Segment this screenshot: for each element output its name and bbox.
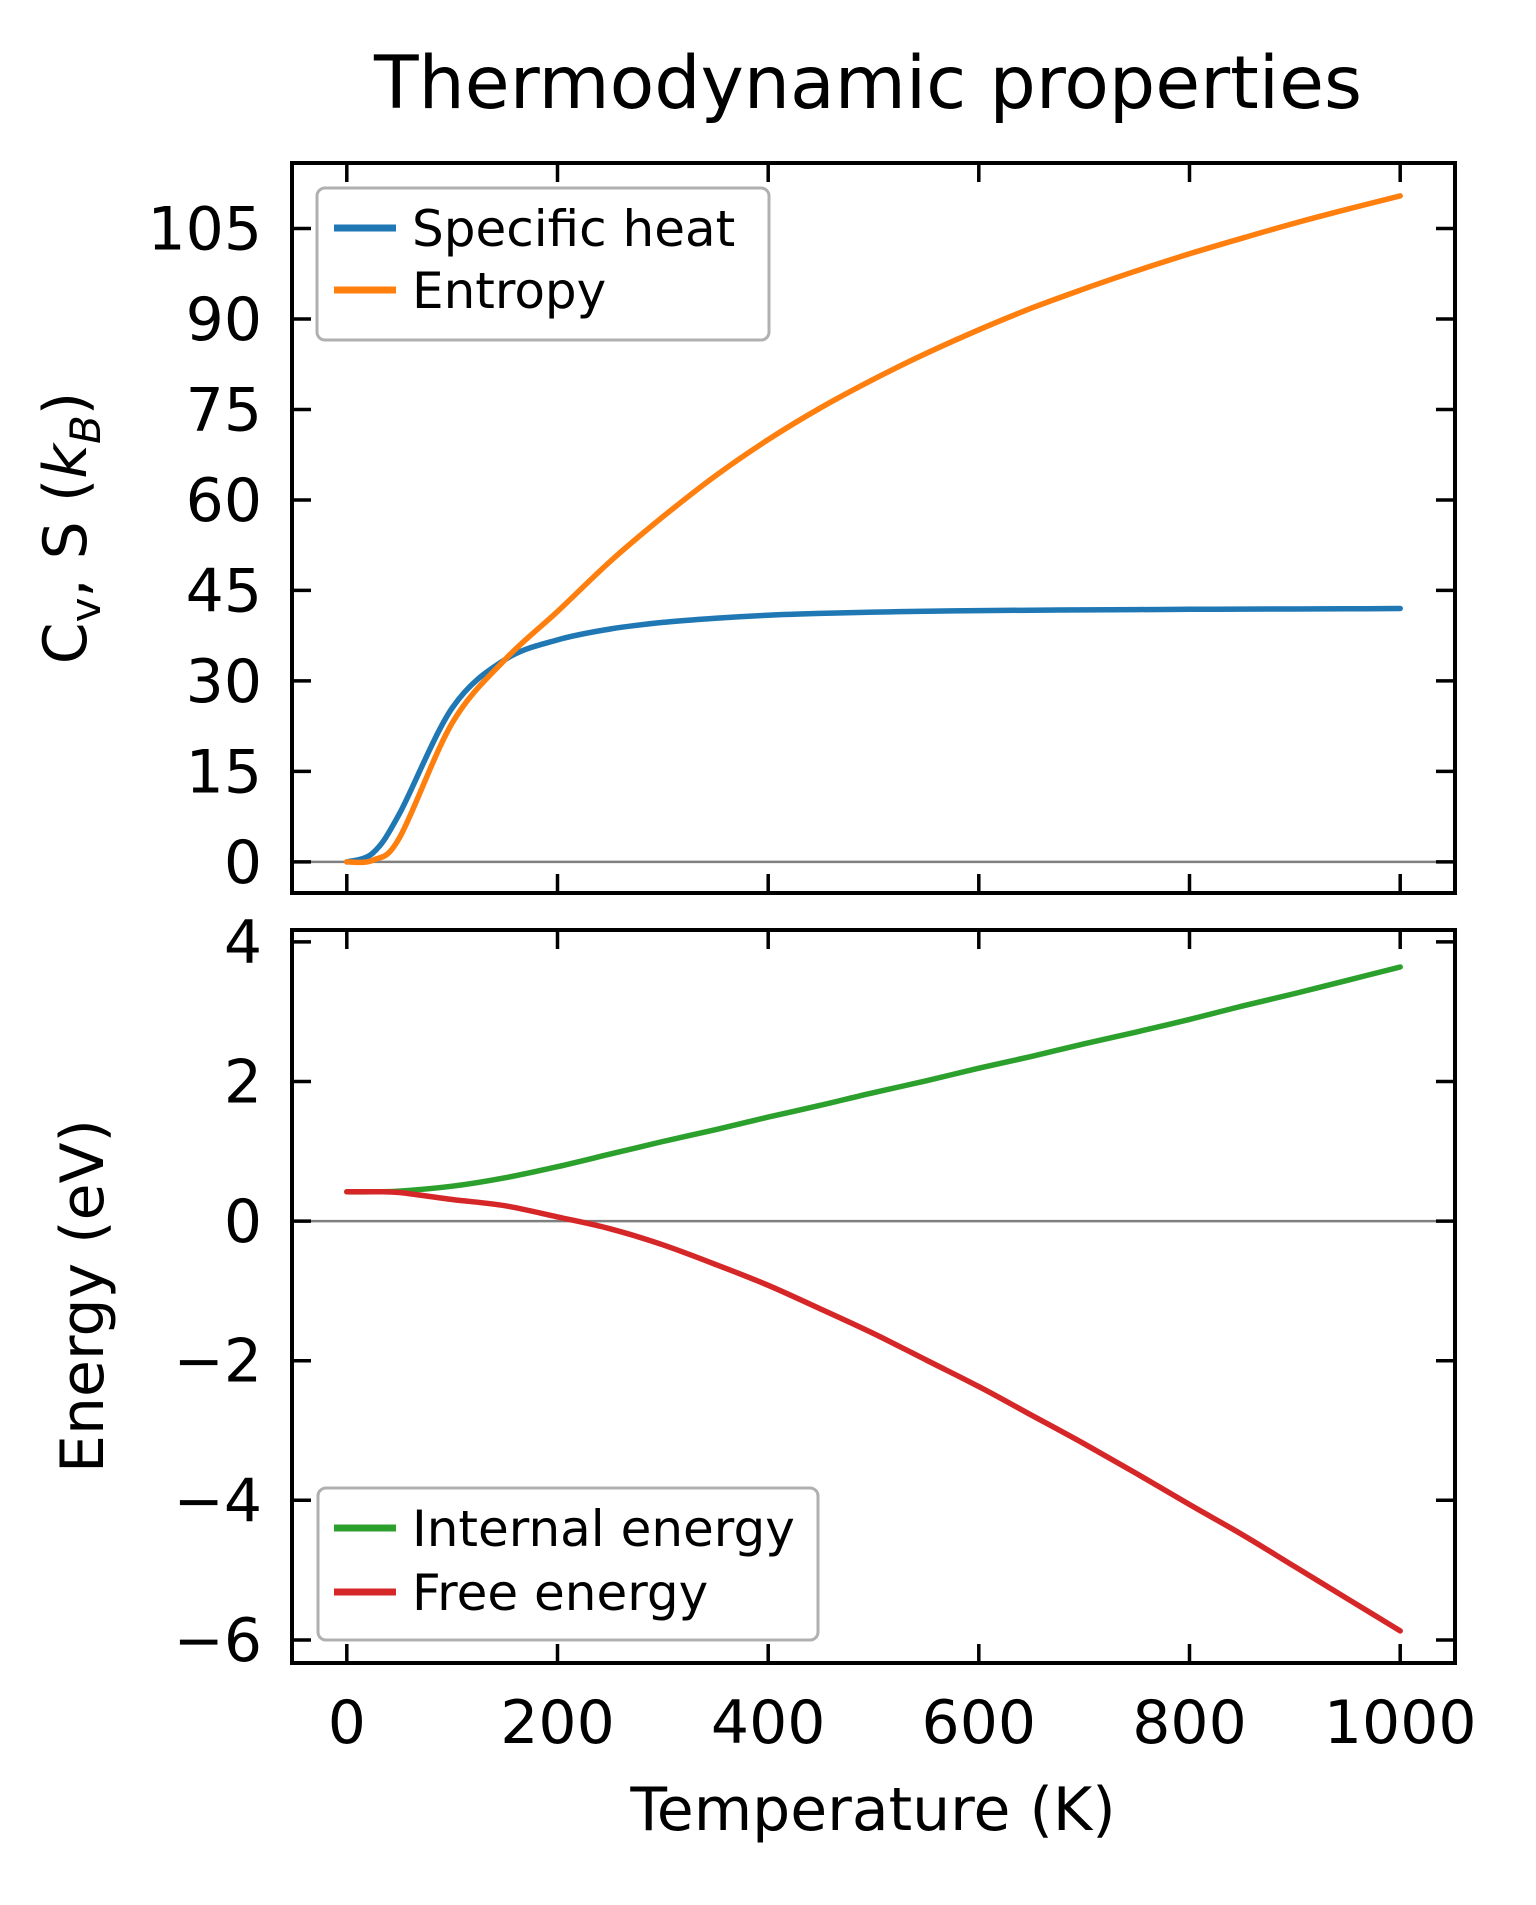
x-tick-label: 0 bbox=[328, 1688, 366, 1758]
entropy-curve bbox=[344, 193, 1403, 866]
y-tick-label: 2 bbox=[224, 1048, 262, 1118]
x-tick-label: 600 bbox=[922, 1688, 1037, 1758]
x-axis-label: Temperature (K) bbox=[629, 1775, 1115, 1845]
figure-title: Thermodynamic properties bbox=[373, 41, 1362, 126]
axes-frame bbox=[290, 161, 1457, 895]
x-tick-label: 1000 bbox=[1324, 1688, 1477, 1758]
axes-frame bbox=[290, 928, 1457, 1665]
legend-bottom: Internal energy Free energy bbox=[316, 1486, 820, 1642]
legend-top-box bbox=[315, 186, 771, 342]
bottom-y-axis-label: Energy (eV) bbox=[48, 1119, 118, 1473]
specific-heat-curve bbox=[344, 605, 1403, 865]
y-tick-label: 4 bbox=[224, 908, 262, 978]
legend-bottom-box bbox=[316, 1486, 820, 1642]
y-tick-label: 60 bbox=[186, 466, 262, 536]
bottom-axes: 0 200 400 600 800 1000 −6 −4 −2 0 2 4 bbox=[174, 908, 1477, 1758]
x-tick-label: 400 bbox=[711, 1688, 826, 1758]
specific-heat-legend-label: Specific heat bbox=[412, 200, 735, 258]
y-tick-label: 30 bbox=[186, 647, 262, 717]
x-tick-label: 800 bbox=[1132, 1688, 1247, 1758]
entropy-legend-label: Entropy bbox=[412, 262, 606, 320]
y-tick-label: 90 bbox=[186, 285, 262, 355]
internal-energy-curve bbox=[344, 964, 1403, 1195]
legend-top: Specific heat Entropy bbox=[315, 186, 771, 342]
x-tick-label: 200 bbox=[500, 1688, 615, 1758]
y-tick-label: −4 bbox=[174, 1466, 262, 1536]
free-energy-curve bbox=[344, 1188, 1403, 1634]
y-tick-label: −6 bbox=[174, 1606, 262, 1676]
y-tick-label: 15 bbox=[186, 737, 262, 807]
top-y-axis-label: Cv, S (kB) bbox=[31, 392, 110, 664]
y-tick-label: 45 bbox=[186, 556, 262, 626]
free-energy-legend-label: Free energy bbox=[412, 1564, 708, 1622]
y-tick-label: 0 bbox=[224, 1187, 262, 1257]
y-tick-label: 105 bbox=[147, 195, 262, 265]
internal-energy-legend-label: Internal energy bbox=[412, 1500, 795, 1558]
top-axes: 0 15 30 45 60 75 90 105 bbox=[147, 161, 1457, 898]
y-tick-label: 0 bbox=[224, 828, 262, 898]
y-tick-label: 75 bbox=[186, 376, 262, 446]
y-tick-label: −2 bbox=[174, 1327, 262, 1397]
